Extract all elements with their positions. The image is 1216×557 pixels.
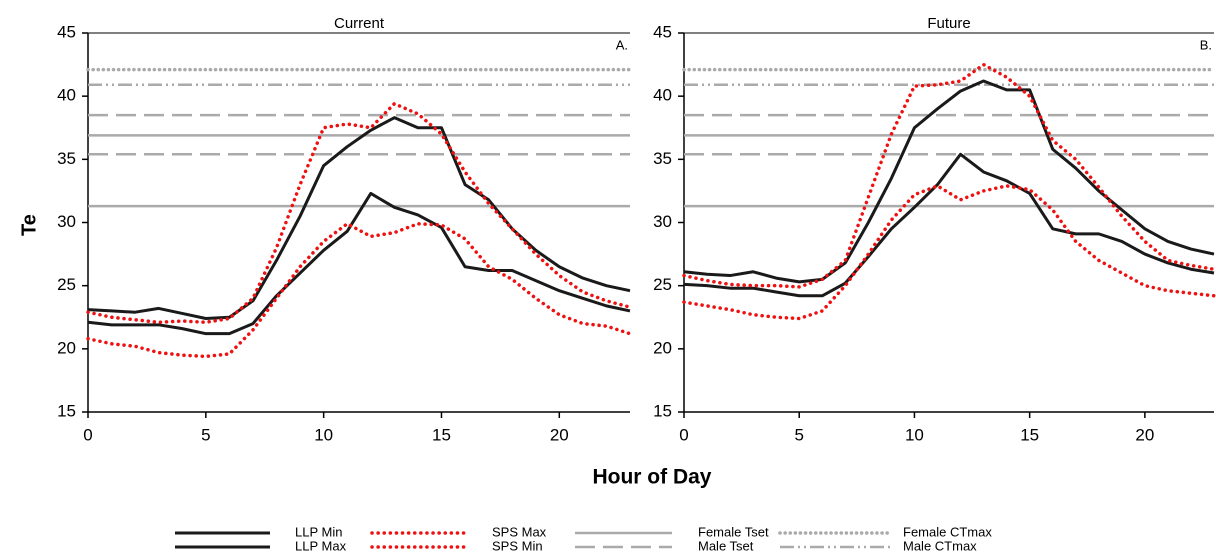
x-tick-label: 5 bbox=[201, 425, 210, 444]
y-tick-label: 20 bbox=[653, 338, 672, 357]
y-tick-label: 30 bbox=[653, 212, 672, 231]
panel-title: Current bbox=[334, 15, 385, 32]
series-line bbox=[86, 102, 632, 325]
y-tick-label: 25 bbox=[653, 275, 672, 294]
legend-label: Male Tset bbox=[698, 538, 754, 553]
panel-title: Future bbox=[927, 15, 970, 32]
x-tick-label: 0 bbox=[83, 425, 92, 444]
x-tick-label: 0 bbox=[679, 425, 688, 444]
x-tick-label: 20 bbox=[550, 425, 569, 444]
legend-label: Female CTmax bbox=[903, 524, 992, 539]
x-tick-label: 20 bbox=[1135, 425, 1154, 444]
y-tick-label: 40 bbox=[653, 86, 672, 105]
y-tick-label: 20 bbox=[57, 338, 76, 357]
x-tick-label: 10 bbox=[314, 425, 333, 444]
x-axis-label: Hour of Day bbox=[592, 466, 711, 489]
y-tick-label: 45 bbox=[57, 22, 76, 41]
series-line bbox=[683, 152, 1215, 298]
series-line bbox=[683, 79, 1215, 284]
y-tick-label: 40 bbox=[57, 86, 76, 105]
y-tick-label: 25 bbox=[57, 275, 76, 294]
x-tick-label: 15 bbox=[432, 425, 451, 444]
y-tick-label: 35 bbox=[653, 149, 672, 168]
y-tick-label: 35 bbox=[57, 149, 76, 168]
x-tick-label: 15 bbox=[1020, 425, 1039, 444]
panel-label: A. bbox=[616, 37, 628, 52]
series-line bbox=[682, 62, 1216, 289]
legend-label: Male CTmax bbox=[903, 538, 977, 553]
y-tick-label: 45 bbox=[653, 22, 672, 41]
y-tick-label: 15 bbox=[57, 401, 76, 420]
legend-label: LLP Min bbox=[295, 524, 342, 539]
series-line bbox=[682, 184, 1216, 321]
legend-label: Female Tset bbox=[698, 524, 769, 539]
x-tick-label: 10 bbox=[905, 425, 924, 444]
y-tick-label: 15 bbox=[653, 401, 672, 420]
legend-label: SPS Min bbox=[492, 538, 543, 553]
panel-label: B. bbox=[1200, 37, 1212, 52]
series-line bbox=[87, 191, 631, 336]
y-axis-label: Te bbox=[18, 214, 40, 236]
legend-label: SPS Max bbox=[492, 524, 547, 539]
x-tick-label: 5 bbox=[794, 425, 803, 444]
y-tick-label: 30 bbox=[57, 212, 76, 231]
series-line bbox=[86, 222, 632, 359]
legend-label: LLP Max bbox=[295, 538, 347, 553]
series-line bbox=[87, 116, 631, 321]
